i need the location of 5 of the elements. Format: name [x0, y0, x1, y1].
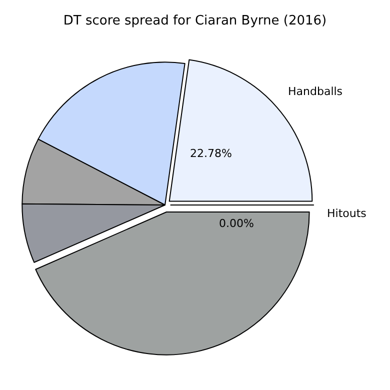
slice-label: Handballs — [288, 85, 343, 98]
data-label: 22.78% — [190, 147, 232, 160]
chart-title: DT score spread for Ciaran Byrne (2016) — [63, 14, 327, 29]
category-label: Hitouts — [327, 207, 366, 220]
text: 0.00% — [219, 217, 254, 230]
